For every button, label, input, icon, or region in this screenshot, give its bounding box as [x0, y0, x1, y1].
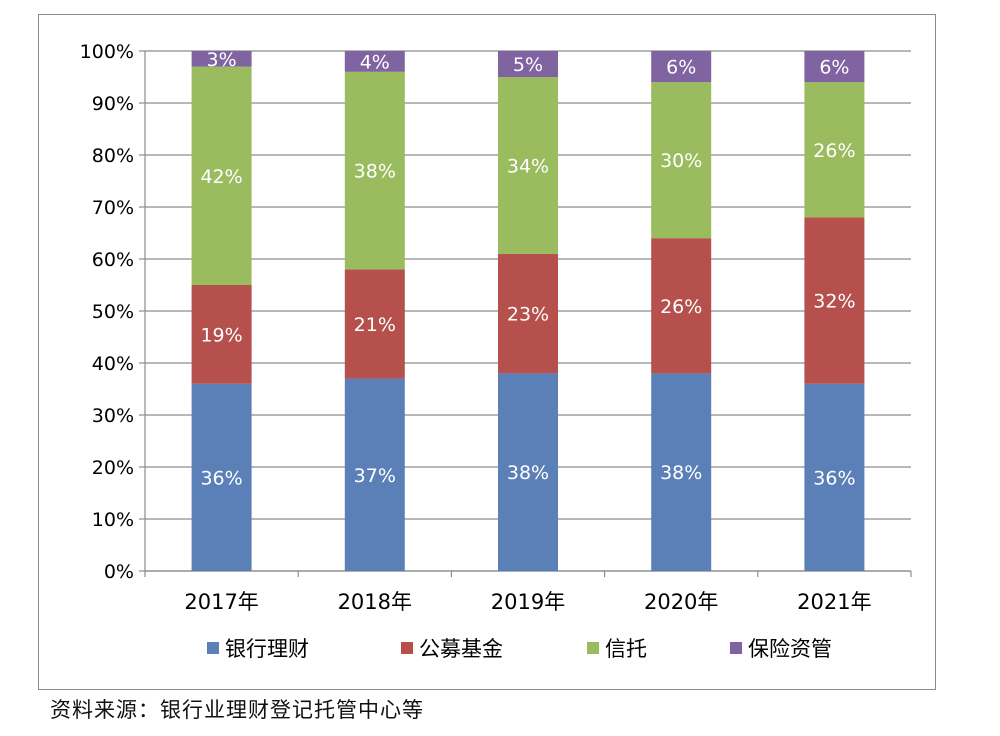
- y-tick-label: 70%: [92, 197, 134, 219]
- y-tick-label: 40%: [92, 353, 134, 375]
- y-tick-label: 0%: [104, 561, 134, 583]
- bar-segment: [498, 51, 558, 77]
- bar-segment: [191, 66, 252, 285]
- x-tick-label: 2017年: [184, 590, 258, 614]
- data-label: 6%: [666, 57, 696, 79]
- bar-segment: [344, 71, 405, 270]
- data-label: 5%: [513, 54, 543, 76]
- legend-label: 保险资管: [748, 637, 832, 661]
- x-tick-label: 2018年: [338, 590, 412, 614]
- y-tick-label: 90%: [92, 93, 134, 115]
- data-label: 36%: [200, 467, 242, 489]
- x-tick-label: 2019年: [491, 590, 565, 614]
- data-label: 38%: [660, 462, 702, 484]
- y-tick-label: 10%: [92, 509, 134, 531]
- data-label: 30%: [660, 150, 702, 172]
- source-note: 资料来源：银行业理财登记托管中心等: [50, 698, 424, 722]
- x-tick-label: 2020年: [644, 590, 718, 614]
- bar-segment: [804, 217, 865, 384]
- bar-segment: [191, 383, 252, 571]
- bar-segment: [651, 82, 712, 239]
- data-label: 3%: [207, 49, 237, 71]
- data-label: 37%: [354, 465, 396, 487]
- bar-segment: [498, 77, 558, 254]
- data-label: 38%: [507, 462, 549, 484]
- bar-segment: [344, 51, 405, 72]
- y-tick-label: 100%: [80, 41, 134, 63]
- legend-swatch: [730, 642, 742, 654]
- y-tick-label: 20%: [92, 457, 134, 479]
- bar-segment: [651, 51, 712, 83]
- data-label: 23%: [507, 304, 549, 326]
- data-label: 34%: [507, 155, 549, 177]
- bar-segment: [651, 238, 712, 374]
- bar-segment: [344, 269, 405, 379]
- legend-swatch: [207, 642, 219, 654]
- legend-label: 银行理财: [225, 637, 309, 661]
- data-label: 32%: [813, 291, 855, 313]
- data-label: 19%: [200, 324, 242, 346]
- bar-segment: [191, 51, 252, 67]
- bar-segment: [191, 285, 252, 384]
- data-label: 38%: [354, 161, 396, 183]
- legend-label: 公募基金: [419, 637, 503, 661]
- data-label: 6%: [819, 57, 849, 79]
- bar-segment: [804, 82, 865, 218]
- data-label: 36%: [813, 467, 855, 489]
- bar-segment: [651, 373, 712, 571]
- data-label: 21%: [354, 314, 396, 336]
- y-tick-label: 50%: [92, 301, 134, 323]
- data-label: 42%: [200, 166, 242, 188]
- data-label: 26%: [813, 140, 855, 162]
- legend-label: 信托: [605, 637, 647, 661]
- bar-segment: [498, 373, 558, 571]
- chart-frame: [38, 14, 936, 690]
- y-tick-label: 80%: [92, 145, 134, 167]
- x-tick-label: 2021年: [797, 590, 871, 614]
- bar-segment: [804, 51, 865, 83]
- bar-segment: [804, 383, 865, 571]
- y-tick-label: 60%: [92, 249, 134, 271]
- data-label: 4%: [360, 51, 390, 73]
- data-label: 26%: [660, 296, 702, 318]
- legend-swatch: [401, 642, 413, 654]
- legend-swatch: [587, 642, 599, 654]
- y-tick-label: 30%: [92, 405, 134, 427]
- bar-segment: [344, 378, 405, 571]
- bar-segment: [498, 253, 558, 374]
